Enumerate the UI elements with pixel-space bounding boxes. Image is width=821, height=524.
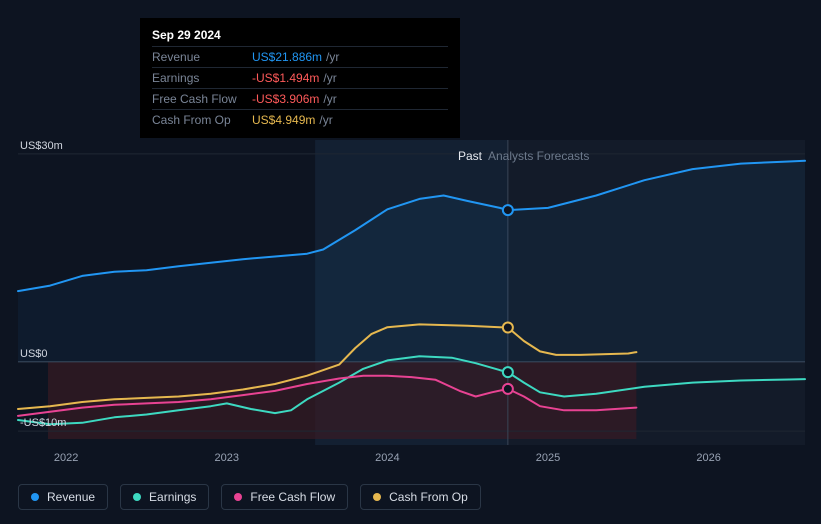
x-axis-tick: 2024 xyxy=(375,452,399,464)
y-axis-tick: US$30m xyxy=(20,140,63,152)
tooltip-metric-value: US$4.949m xyxy=(252,111,315,129)
tooltip-unit: /yr xyxy=(319,111,332,129)
tooltip-metric-value: -US$3.906m xyxy=(252,90,319,108)
tooltip-metric-value: US$21.886m xyxy=(252,48,322,66)
tooltip-metric-value: -US$1.494m xyxy=(252,69,319,87)
legend-dot-icon xyxy=(234,493,242,501)
x-axis-tick: 2025 xyxy=(536,452,560,464)
tooltip-metric-label: Free Cash Flow xyxy=(152,90,252,108)
legend-label: Cash From Op xyxy=(389,490,468,504)
legend-dot-icon xyxy=(373,493,381,501)
tooltip-row: Earnings-US$1.494m/yr xyxy=(152,67,448,88)
tooltip-metric-label: Revenue xyxy=(152,48,252,66)
tooltip-unit: /yr xyxy=(323,69,336,87)
legend: Revenue Earnings Free Cash Flow Cash From O… xyxy=(18,484,481,510)
legend-item-cashop[interactable]: Cash From Op xyxy=(360,484,481,510)
tooltip-metric-label: Cash From Op xyxy=(152,111,252,129)
legend-label: Free Cash Flow xyxy=(250,490,335,504)
x-axis-tick: 2022 xyxy=(54,452,78,464)
x-axis-tick: 2023 xyxy=(215,452,239,464)
legend-dot-icon xyxy=(133,493,141,501)
region-label-past: Past xyxy=(458,149,482,163)
tooltip-unit: /yr xyxy=(323,90,336,108)
legend-label: Revenue xyxy=(47,490,95,504)
legend-item-fcf[interactable]: Free Cash Flow xyxy=(221,484,348,510)
legend-item-earnings[interactable]: Earnings xyxy=(120,484,209,510)
legend-item-revenue[interactable]: Revenue xyxy=(18,484,108,510)
tooltip-row: RevenueUS$21.886m/yr xyxy=(152,46,448,67)
x-axis-tick: 2026 xyxy=(696,452,720,464)
legend-label: Earnings xyxy=(149,490,196,504)
region-label-forecast: Analysts Forecasts xyxy=(488,149,589,163)
chart-tooltip: Sep 29 2024 RevenueUS$21.886m/yrEarnings… xyxy=(140,18,460,138)
legend-dot-icon xyxy=(31,493,39,501)
tooltip-metric-label: Earnings xyxy=(152,69,252,87)
tooltip-unit: /yr xyxy=(326,48,339,66)
y-axis-tick: US$0 xyxy=(20,348,48,360)
tooltip-row: Cash From OpUS$4.949m/yr xyxy=(152,109,448,130)
y-axis-tick: -US$10m xyxy=(20,417,66,429)
tooltip-row: Free Cash Flow-US$3.906m/yr xyxy=(152,88,448,109)
tooltip-date: Sep 29 2024 xyxy=(152,26,448,44)
